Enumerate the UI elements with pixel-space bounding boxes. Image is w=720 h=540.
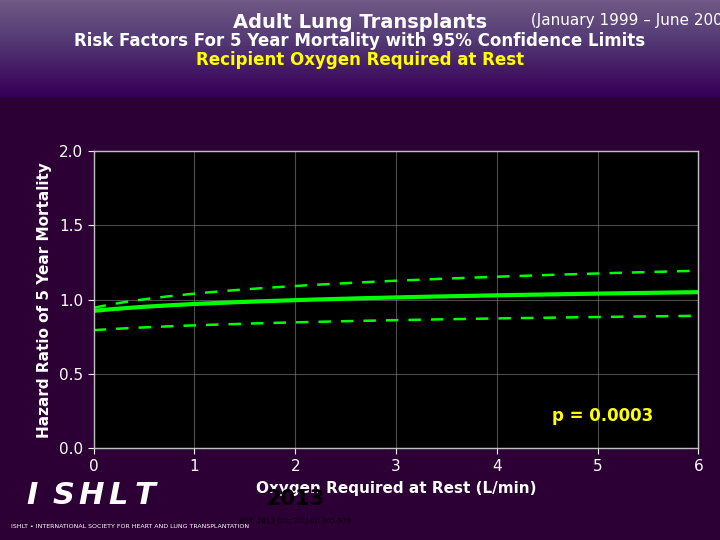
Text: Adult Lung Transplants: Adult Lung Transplants (233, 14, 487, 32)
Text: p = 0.0003: p = 0.0003 (552, 408, 654, 426)
Text: T: T (135, 481, 156, 510)
Text: S: S (53, 481, 74, 510)
Text: L: L (109, 481, 128, 510)
Text: 2013: 2013 (266, 489, 324, 509)
Text: H: H (78, 481, 104, 510)
Text: Recipient Oxygen Required at Rest: Recipient Oxygen Required at Rest (196, 51, 524, 69)
Y-axis label: Hazard Ratio of 5 Year Mortality: Hazard Ratio of 5 Year Mortality (37, 162, 52, 437)
X-axis label: Oxygen Required at Rest (L/min): Oxygen Required at Rest (L/min) (256, 481, 536, 496)
Text: (January 1999 – June 2007): (January 1999 – June 2007) (526, 14, 720, 29)
Text: Risk Factors For 5 Year Mortality with 95% Confidence Limits: Risk Factors For 5 Year Mortality with 9… (74, 32, 646, 50)
Text: JHLT. 2013 Oct; 32(10): 965-978: JHLT. 2013 Oct; 32(10): 965-978 (239, 518, 351, 524)
Text: I: I (26, 481, 37, 510)
Text: ISHLT • INTERNATIONAL SOCIETY FOR HEART AND LUNG TRANSPLANTATION: ISHLT • INTERNATIONAL SOCIETY FOR HEART … (12, 524, 249, 529)
